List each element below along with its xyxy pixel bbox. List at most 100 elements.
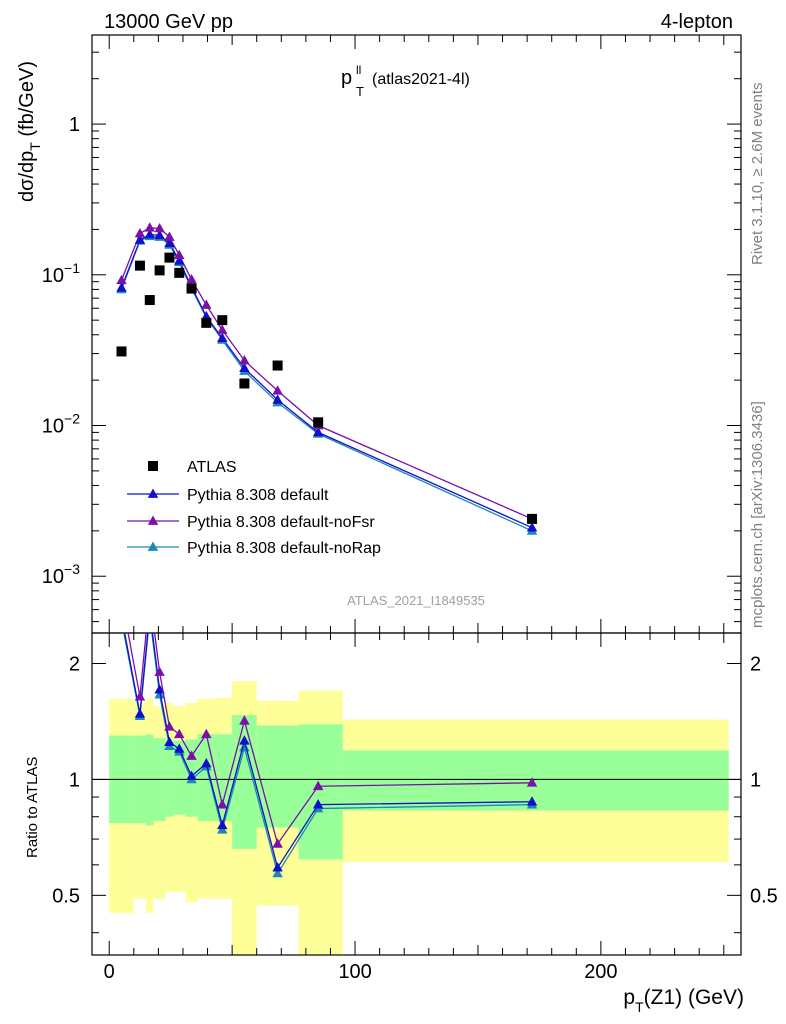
ratio-point-nofsr [272, 838, 283, 848]
point-atlas [164, 252, 175, 263]
point-atlas [186, 283, 197, 294]
main-y-axis-label-text: dσ/dpT (fb/GeV) [16, 61, 43, 202]
ratio-band-group [92, 681, 741, 955]
point-atlas [154, 265, 165, 276]
legend-label-default: Pythia 8.308 default [187, 487, 329, 504]
x-axis-label-text: pT(Z1) (GeV) [623, 986, 744, 1015]
ratio-y-tick-label: 2 [69, 653, 80, 675]
ratio-y-tick-label-right: 1 [750, 769, 761, 791]
ratio-point-default [174, 743, 185, 753]
legend-label-nofsr: Pythia 8.308 default-noFsr [187, 514, 375, 531]
point-nofsr [239, 354, 250, 365]
side-label-mcplots: mcplots.cern.ch [arXiv:1306.3436] [749, 401, 766, 628]
point-atlas [201, 317, 212, 328]
ratio-point-default [116, 611, 126, 620]
ratio-point-default [312, 799, 324, 809]
point-atlas [272, 360, 283, 371]
ratio-point-norap [116, 615, 126, 624]
point-default [526, 522, 538, 532]
main-y-tick-label: 10−3 [42, 561, 80, 588]
point-default [272, 394, 283, 404]
plot-title-sup: ll [356, 63, 361, 77]
legend: ATLAS Pythia 8.308 default Pythia 8.308 de… [127, 459, 381, 557]
x-tick-label: 200 [584, 961, 617, 983]
main-panel: 1 10−1 10−2 10−3 [42, 34, 742, 634]
point-default [217, 332, 228, 342]
point-nofsr [272, 385, 283, 395]
point-nofsr [116, 274, 127, 285]
side-label-rivet: Rivet 3.1.10, ≥ 2.6M events [749, 83, 766, 266]
point-nofsr [164, 231, 175, 241]
point-default [239, 362, 250, 373]
ratio-point-default [164, 736, 175, 746]
plot-title-suffix: (atlas2021-4l) [372, 71, 470, 88]
ratio-point-norap [145, 611, 155, 620]
ratio-point-default [134, 708, 146, 718]
point-nofsr [217, 324, 228, 334]
point-atlas [144, 295, 155, 306]
legend-label-norap: Pythia 8.308 default-noRap [187, 540, 381, 557]
ratio-y-tick-label: 1 [69, 769, 80, 791]
ratio-point-default [186, 770, 197, 780]
point-default [174, 255, 185, 265]
ratio-point-nofsr [312, 780, 324, 791]
point-default [164, 237, 175, 248]
plot-title-main: p [341, 67, 352, 89]
point-atlas [313, 417, 324, 428]
ratio-y-axis-label: Ratio to ATLAS [24, 757, 41, 858]
ratio-y-tick-label-right: 2 [750, 653, 761, 675]
ratio-band-inner-7 [197, 734, 215, 821]
plot-title: p ll T (atlas2021-4l) [341, 63, 470, 99]
energy-label: 13000 GeV pp [104, 11, 233, 33]
point-nofsr [186, 274, 197, 284]
ratio-point-nofsr [186, 750, 197, 760]
main-series-group [116, 222, 538, 535]
ratio-point-nofsr [145, 590, 155, 599]
point-atlas [134, 260, 145, 271]
ratio-series-group [116, 590, 538, 878]
ratio-point-nofsr [239, 715, 250, 725]
ratio-frame [91, 632, 742, 956]
ratio-point-default [201, 757, 212, 768]
main-y-tick-label: 10−2 [42, 411, 80, 438]
ratio-point-default [526, 796, 538, 806]
ratio-point-nofsr [201, 728, 212, 739]
ratio-panel: 0 100 200 0.5 0.5 1 1 2 2 [52, 632, 778, 983]
point-atlas [116, 346, 127, 357]
ratio-band-inner-10 [256, 725, 299, 828]
x-tick-label: 100 [338, 961, 371, 983]
ratio-uncertainty-bands [92, 681, 741, 955]
ratio-point-default [145, 607, 155, 616]
ratio-band-inner-4 [165, 740, 174, 817]
point-nofsr [201, 299, 212, 309]
ratio-point-nofsr [134, 691, 146, 701]
ratio-point-nofsr [174, 728, 185, 739]
data-series [116, 222, 538, 878]
legend-marker-atlas [148, 461, 158, 471]
point-atlas [174, 267, 185, 278]
ratio-point-nofsr [217, 799, 228, 809]
point-atlas [217, 315, 228, 326]
point-atlas [527, 513, 538, 524]
legend-label-atlas: ATLAS [187, 459, 237, 476]
ratio-point-norap [272, 867, 283, 878]
point-default [116, 282, 127, 292]
point-nofsr [154, 222, 165, 233]
ratio-point-default [272, 862, 283, 872]
point-nofsr [134, 227, 146, 238]
point-nofsr [174, 249, 185, 260]
ratio-y-tick-label: 0.5 [52, 885, 80, 907]
ratio-point-default [239, 735, 250, 745]
legend-marker-nofsr [147, 515, 159, 525]
watermark: ATLAS_2021_I1849535 [347, 593, 485, 608]
ratio-band-inner-11 [298, 724, 343, 860]
ratio-point-norap [154, 689, 165, 699]
ratio-point-default [217, 819, 228, 830]
legend-marker-default [147, 488, 159, 498]
ratio-band-inner-12 [342, 750, 729, 811]
ratio-point-default [154, 684, 165, 694]
main-y-axis-label: dσ/dpT (fb/GeV) [16, 61, 43, 202]
point-default [154, 229, 165, 240]
point-default [312, 426, 324, 437]
